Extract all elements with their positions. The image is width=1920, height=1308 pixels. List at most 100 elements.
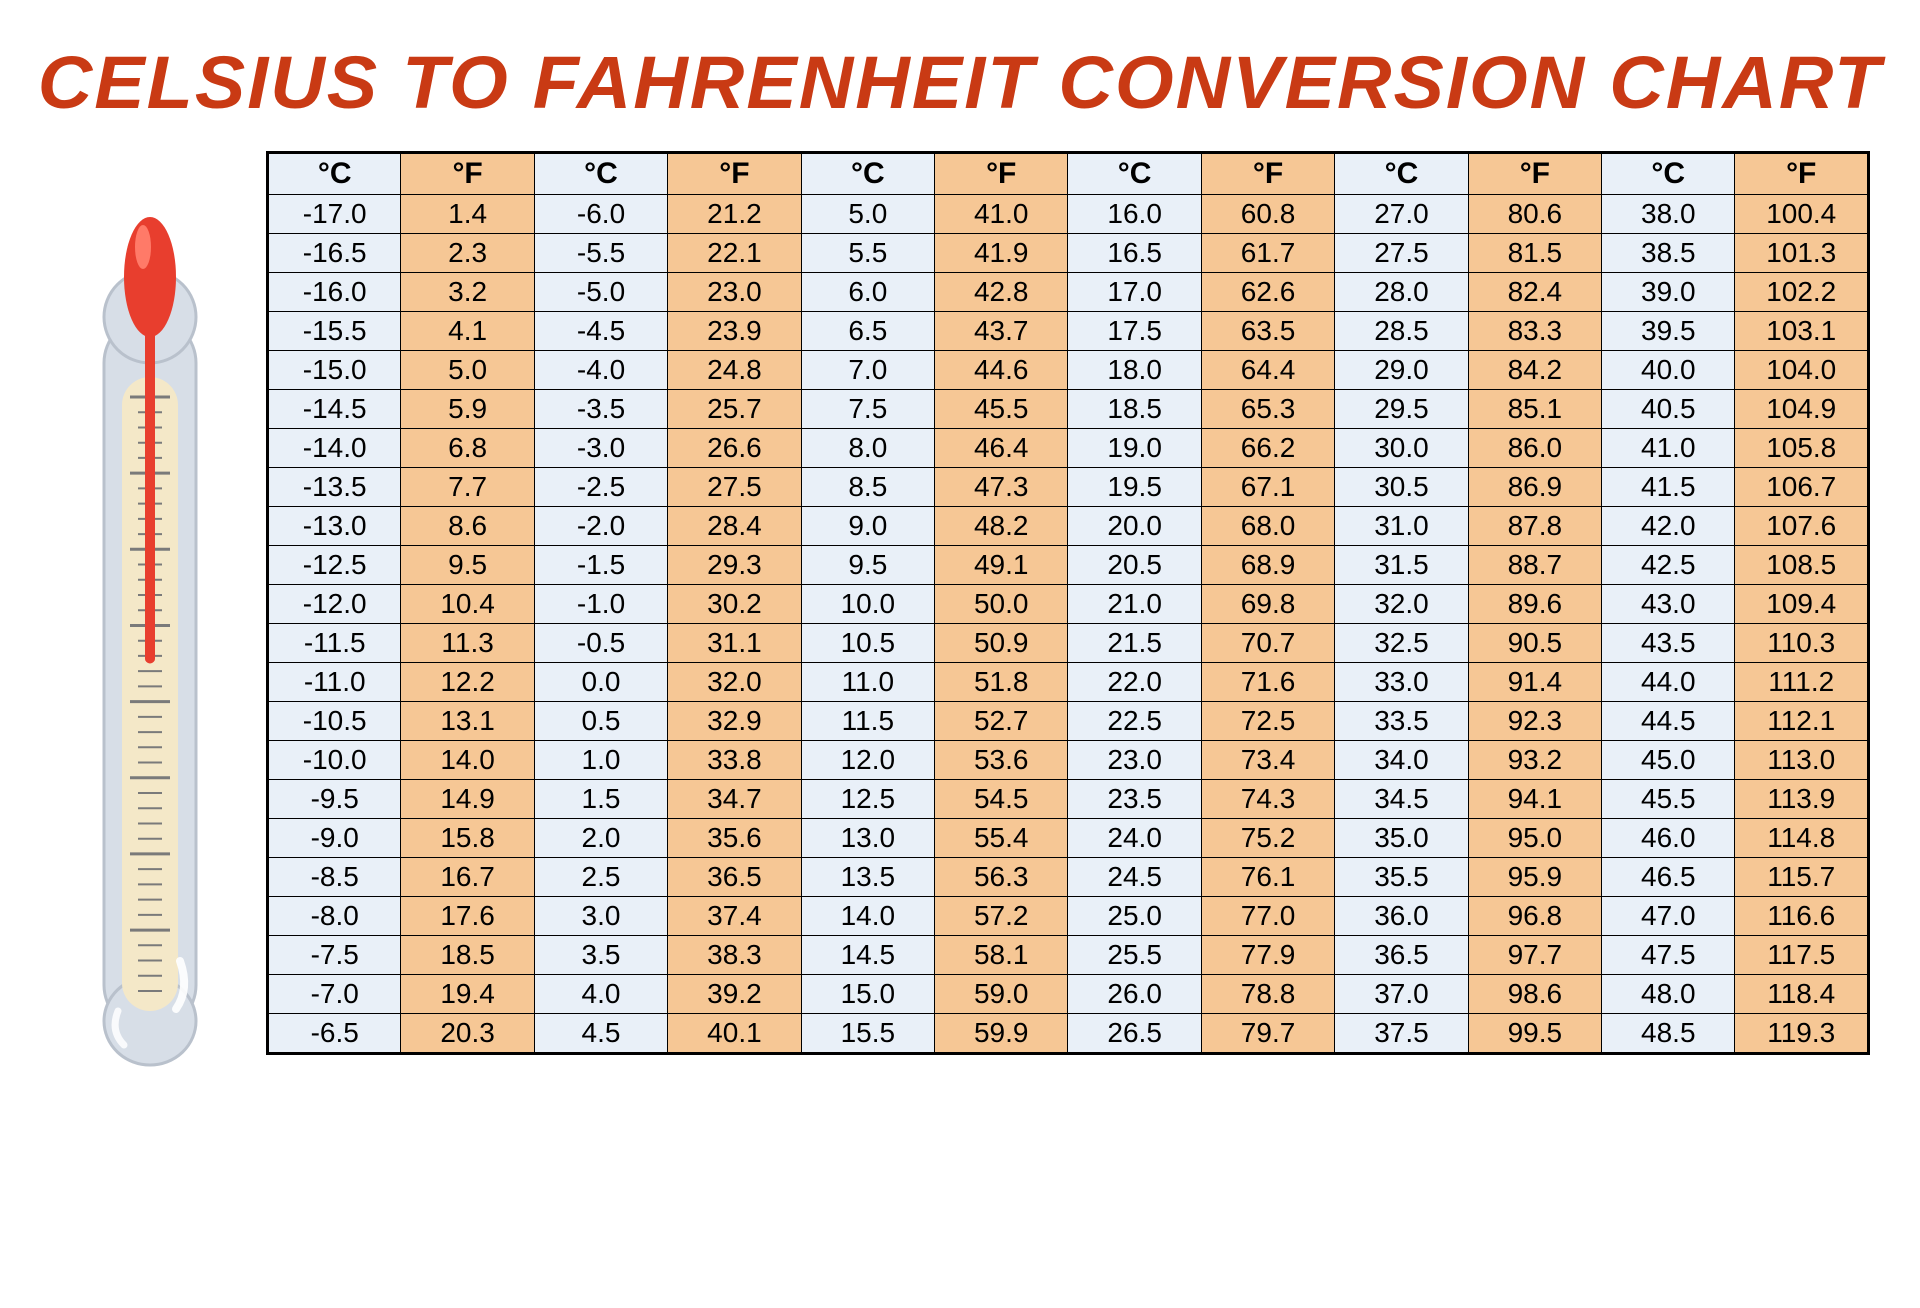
cell-fahrenheit: 43.7 (935, 312, 1068, 351)
cell-fahrenheit: 40.1 (668, 1014, 801, 1054)
cell-fahrenheit: 113.9 (1735, 780, 1869, 819)
cell-celsius: -12.0 (268, 585, 401, 624)
cell-fahrenheit: 50.9 (935, 624, 1068, 663)
cell-celsius: 37.5 (1335, 1014, 1468, 1054)
cell-fahrenheit: 116.6 (1735, 897, 1869, 936)
cell-celsius: 25.5 (1068, 936, 1201, 975)
cell-fahrenheit: 108.5 (1735, 546, 1869, 585)
cell-celsius: 14.5 (801, 936, 934, 975)
table-row: -12.59.5-1.529.39.549.120.568.931.588.74… (268, 546, 1869, 585)
cell-fahrenheit: 111.2 (1735, 663, 1869, 702)
cell-celsius: 17.5 (1068, 312, 1201, 351)
cell-fahrenheit: 11.3 (401, 624, 534, 663)
cell-celsius: 17.0 (1068, 273, 1201, 312)
cell-fahrenheit: 24.8 (668, 351, 801, 390)
cell-fahrenheit: 34.7 (668, 780, 801, 819)
cell-celsius: -13.5 (268, 468, 401, 507)
cell-fahrenheit: 94.1 (1468, 780, 1601, 819)
cell-fahrenheit: 65.3 (1201, 390, 1334, 429)
cell-celsius: 33.5 (1335, 702, 1468, 741)
cell-fahrenheit: 30.2 (668, 585, 801, 624)
table-row: -12.010.4-1.030.210.050.021.069.832.089.… (268, 585, 1869, 624)
cell-fahrenheit: 77.0 (1201, 897, 1334, 936)
cell-celsius: 30.0 (1335, 429, 1468, 468)
cell-celsius: 7.5 (801, 390, 934, 429)
cell-celsius: 22.5 (1068, 702, 1201, 741)
cell-fahrenheit: 118.4 (1735, 975, 1869, 1014)
cell-celsius: -14.5 (268, 390, 401, 429)
table-row: -13.08.6-2.028.49.048.220.068.031.087.84… (268, 507, 1869, 546)
cell-fahrenheit: 16.7 (401, 858, 534, 897)
cell-celsius: 29.0 (1335, 351, 1468, 390)
cell-celsius: 31.0 (1335, 507, 1468, 546)
cell-fahrenheit: 91.4 (1468, 663, 1601, 702)
cell-fahrenheit: 14.9 (401, 780, 534, 819)
cell-fahrenheit: 33.8 (668, 741, 801, 780)
cell-fahrenheit: 68.9 (1201, 546, 1334, 585)
cell-celsius: 2.0 (534, 819, 667, 858)
cell-celsius: 19.0 (1068, 429, 1201, 468)
cell-fahrenheit: 13.1 (401, 702, 534, 741)
cell-fahrenheit: 75.2 (1201, 819, 1334, 858)
cell-celsius: 5.0 (801, 195, 934, 234)
cell-celsius: 33.0 (1335, 663, 1468, 702)
cell-celsius: 44.0 (1602, 663, 1735, 702)
cell-fahrenheit: 60.8 (1201, 195, 1334, 234)
cell-celsius: 11.0 (801, 663, 934, 702)
cell-celsius: -9.5 (268, 780, 401, 819)
cell-fahrenheit: 46.4 (935, 429, 1068, 468)
cell-celsius: 32.5 (1335, 624, 1468, 663)
cell-celsius: 13.0 (801, 819, 934, 858)
cell-fahrenheit: 48.2 (935, 507, 1068, 546)
cell-celsius: 23.0 (1068, 741, 1201, 780)
cell-celsius: 48.5 (1602, 1014, 1735, 1054)
cell-celsius: -12.5 (268, 546, 401, 585)
cell-celsius: 1.0 (534, 741, 667, 780)
cell-celsius: 12.0 (801, 741, 934, 780)
page-title: CELSIUS TO FAHRENHEIT CONVERSION CHART (0, 0, 1920, 151)
thermometer-graphic (60, 151, 240, 1071)
cell-celsius: 45.5 (1602, 780, 1735, 819)
cell-fahrenheit: 32.9 (668, 702, 801, 741)
cell-celsius: -10.5 (268, 702, 401, 741)
cell-celsius: 5.5 (801, 234, 934, 273)
cell-fahrenheit: 66.2 (1201, 429, 1334, 468)
cell-fahrenheit: 10.4 (401, 585, 534, 624)
cell-celsius: 18.0 (1068, 351, 1201, 390)
cell-fahrenheit: 59.0 (935, 975, 1068, 1014)
cell-celsius: 1.5 (534, 780, 667, 819)
header-fahrenheit: °F (1468, 153, 1601, 195)
cell-celsius: 23.5 (1068, 780, 1201, 819)
header-celsius: °C (801, 153, 934, 195)
cell-fahrenheit: 107.6 (1735, 507, 1869, 546)
cell-celsius: 26.5 (1068, 1014, 1201, 1054)
cell-celsius: 21.0 (1068, 585, 1201, 624)
cell-fahrenheit: 79.7 (1201, 1014, 1334, 1054)
cell-fahrenheit: 71.6 (1201, 663, 1334, 702)
cell-celsius: 12.5 (801, 780, 934, 819)
header-celsius: °C (534, 153, 667, 195)
cell-fahrenheit: 64.4 (1201, 351, 1334, 390)
cell-celsius: -15.0 (268, 351, 401, 390)
cell-fahrenheit: 72.5 (1201, 702, 1334, 741)
cell-fahrenheit: 25.7 (668, 390, 801, 429)
cell-fahrenheit: 115.7 (1735, 858, 1869, 897)
cell-celsius: 15.5 (801, 1014, 934, 1054)
cell-fahrenheit: 42.8 (935, 273, 1068, 312)
header-fahrenheit: °F (935, 153, 1068, 195)
cell-celsius: 42.5 (1602, 546, 1735, 585)
cell-celsius: 38.5 (1602, 234, 1735, 273)
cell-fahrenheit: 52.7 (935, 702, 1068, 741)
cell-celsius: 14.0 (801, 897, 934, 936)
conversion-table: °C°F°C°F°C°F°C°F°C°F°C°F-17.01.4-6.021.2… (266, 151, 1870, 1055)
cell-celsius: 27.5 (1335, 234, 1468, 273)
cell-fahrenheit: 92.3 (1468, 702, 1601, 741)
cell-celsius: 39.0 (1602, 273, 1735, 312)
cell-fahrenheit: 37.4 (668, 897, 801, 936)
cell-celsius: 4.0 (534, 975, 667, 1014)
cell-fahrenheit: 12.2 (401, 663, 534, 702)
cell-celsius: -8.5 (268, 858, 401, 897)
cell-celsius: 24.5 (1068, 858, 1201, 897)
cell-fahrenheit: 95.0 (1468, 819, 1601, 858)
cell-fahrenheit: 106.7 (1735, 468, 1869, 507)
